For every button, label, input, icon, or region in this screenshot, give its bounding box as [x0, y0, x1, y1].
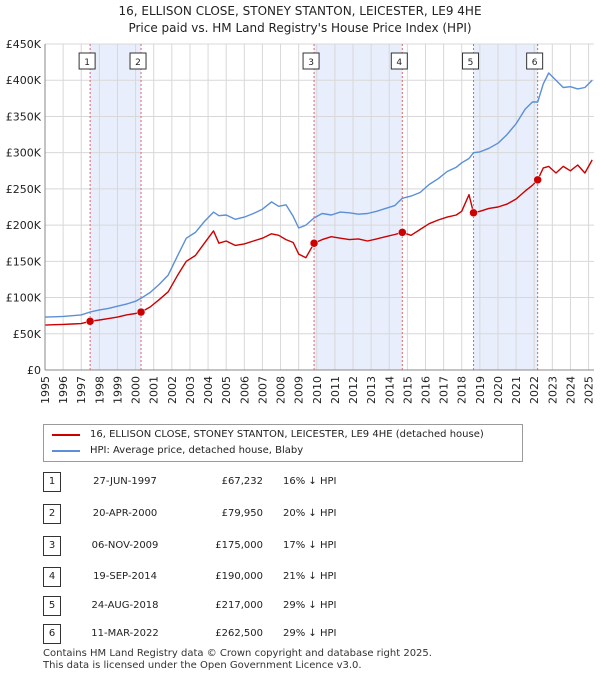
sale-price: £67,232: [221, 476, 263, 487]
sale-marker-box: [78, 52, 96, 70]
x-tick-label: 2000: [130, 376, 143, 404]
sale-hpi-diff: 16% ↓ HPI: [283, 476, 337, 487]
sale-date: 24-AUG-2018: [91, 600, 159, 611]
sale-hpi-diff: 20% ↓ HPI: [283, 508, 337, 519]
x-tick-label: 1996: [57, 376, 70, 404]
y-tick-label: £150K: [6, 255, 42, 268]
sale-price: £175,000: [215, 540, 263, 551]
x-tick-label: 2022: [528, 376, 541, 404]
sale-hpi-diff: 17% ↓ HPI: [283, 540, 337, 551]
sale-number: 2: [43, 504, 61, 524]
sale-price: £217,000: [215, 600, 263, 611]
x-tick-label: 2020: [492, 376, 505, 404]
x-tick-label: 1997: [75, 376, 88, 404]
sale-point: [398, 228, 407, 237]
y-tick-label: £300K: [6, 147, 42, 160]
sale-price: £262,500: [215, 628, 263, 639]
x-tick-label: 2002: [166, 376, 179, 404]
sale-point: [136, 307, 146, 317]
x-tick-label: 2010: [311, 376, 324, 404]
legend-property-label: 16, ELLISON CLOSE, STONEY STANTON, LEICE…: [90, 429, 484, 440]
sale-number: 4: [43, 567, 61, 587]
x-tick-label: 2012: [347, 376, 360, 404]
y-tick-label: £200K: [6, 219, 42, 232]
x-tick-label: 1995: [39, 376, 52, 404]
sale-point: [533, 175, 542, 185]
sale-date: 20-APR-2000: [92, 508, 158, 519]
property-line-swatch: [52, 434, 80, 436]
footer-licence: This data is licensed under the Open Gov…: [43, 660, 362, 671]
hpi-line: [44, 72, 593, 318]
x-tick-label: 2014: [383, 376, 396, 404]
x-tick-label: 2016: [419, 376, 432, 404]
x-tick-label: 2004: [202, 376, 215, 404]
sale-hpi-diff: 21% ↓ HPI: [283, 571, 337, 582]
ownership-band: [473, 44, 538, 370]
footer-copyright: Contains HM Land Registry data © Crown c…: [43, 648, 432, 659]
sale-date: 06-NOV-2009: [91, 540, 159, 551]
y-tick-label: £450K: [6, 38, 42, 51]
sale-price: £190,000: [215, 571, 263, 582]
sale-marker-label: 5: [468, 58, 474, 68]
x-tick-label: 2018: [456, 376, 469, 404]
x-tick-label: 1998: [93, 376, 106, 404]
sale-number: 3: [43, 536, 61, 556]
sale-number: 6: [43, 624, 61, 644]
sale-marker-label: 6: [532, 58, 538, 68]
y-tick-label: £0: [27, 364, 41, 377]
x-tick-label: 2005: [220, 376, 233, 404]
sale-marker-box: [129, 52, 147, 70]
x-tick-label: 2009: [293, 376, 306, 404]
x-tick-label: 2001: [148, 376, 161, 404]
y-tick-label: £50K: [13, 328, 42, 341]
y-tick-label: £250K: [6, 183, 42, 196]
x-tick-label: 2023: [546, 376, 559, 404]
x-tick-label: 2024: [564, 376, 577, 404]
chart-title: 16, ELLISON CLOSE, STONEY STANTON, LEICE…: [118, 4, 482, 18]
sale-date: 11-MAR-2022: [91, 628, 159, 639]
sale-point: [469, 208, 478, 218]
x-tick-label: 2008: [275, 376, 288, 404]
x-tick-label: 2007: [256, 376, 269, 404]
sale-marker-box: [462, 52, 480, 70]
footer: Contains HM Land Registry data © Crown c…: [43, 648, 432, 672]
sale-date: 19-SEP-2014: [93, 571, 157, 582]
sale-point: [85, 317, 95, 326]
x-tick-label: 2006: [238, 376, 251, 404]
x-tick-label: 2013: [365, 376, 378, 404]
sale-date: 27-JUN-1997: [93, 476, 157, 487]
sale-marker-box: [526, 52, 544, 70]
chart-legend: 16, ELLISON CLOSE, STONEY STANTON, LEICE…: [43, 424, 523, 462]
y-tick-label: £350K: [6, 110, 42, 123]
x-tick-label: 2011: [329, 376, 342, 404]
sale-marker-label: 1: [84, 58, 90, 68]
sale-hpi-diff: 29% ↓ HPI: [283, 628, 337, 639]
x-tick-label: 2017: [438, 376, 451, 404]
sale-marker-label: 4: [396, 58, 402, 68]
x-tick-label: 1999: [111, 376, 124, 404]
x-tick-label: 2021: [510, 376, 523, 404]
sale-price: £79,950: [221, 508, 263, 519]
sale-marker-box: [390, 52, 408, 70]
x-tick-label: 2003: [184, 376, 197, 404]
sale-number: 5: [43, 596, 61, 616]
price-chart: 1 2 3 4 5 6 £0 £50K £100K £150K £200K £250K £300K £35…: [6, 38, 596, 404]
y-tick-label: £400K: [6, 74, 42, 87]
sale-marker-box: [302, 52, 320, 70]
chart-subtitle: Price paid vs. HM Land Registry's House …: [128, 21, 472, 35]
sale-hpi-diff: 29% ↓ HPI: [283, 600, 337, 611]
sale-marker-label: 2: [135, 58, 141, 68]
sale-point: [309, 238, 319, 248]
x-tick-label: 2015: [401, 376, 414, 404]
hpi-line-swatch: [52, 450, 80, 452]
ownership-band: [90, 44, 142, 370]
sale-number: 1: [43, 472, 61, 492]
x-tick-label: 2025: [583, 376, 596, 404]
sale-marker-label: 3: [308, 58, 314, 68]
y-tick-label: £100K: [6, 292, 42, 305]
legend-hpi-label: HPI: Average price, detached house, Blab…: [90, 445, 304, 456]
ownership-band: [314, 44, 403, 370]
x-tick-label: 2019: [474, 376, 487, 404]
